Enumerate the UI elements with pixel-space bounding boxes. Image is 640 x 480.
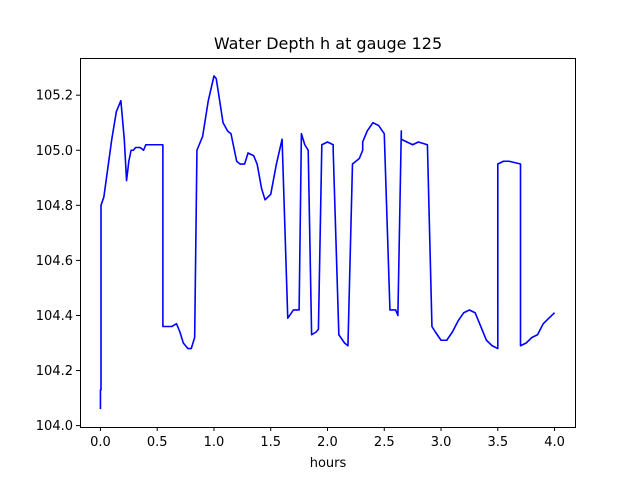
axes-frame: [80, 58, 576, 428]
series-line: [99, 75, 556, 410]
y-tick-label: 104.4: [36, 309, 73, 324]
y-tick-label: 105.2: [36, 89, 73, 104]
x-axis-label: hours: [310, 456, 347, 471]
chart-title: Water Depth h at gauge 125: [214, 34, 442, 53]
x-tick-label: 0.5: [147, 435, 168, 450]
x-tick-label: 2.0: [317, 435, 338, 450]
x-tick-label: 4.0: [544, 435, 565, 450]
x-tick-label: 3.5: [487, 435, 508, 450]
x-tick-label: 1.0: [204, 435, 225, 450]
x-tick-label: 3.0: [431, 435, 452, 450]
x-tick-label: 2.5: [374, 435, 395, 450]
y-tick-label: 105.0: [36, 144, 73, 159]
x-tick-label: 1.5: [260, 435, 281, 450]
x-tick-label: 0.0: [90, 435, 111, 450]
y-tick-label: 104.0: [36, 419, 73, 434]
y-tick-label: 104.8: [36, 199, 73, 214]
y-tick-label: 104.6: [36, 254, 73, 269]
plot-area: [99, 75, 556, 410]
y-tick-label: 104.2: [36, 364, 73, 379]
axes-ticks: 0.0 0.5 1.0 1.5 2.0 2.5 3.0 3.5 4.0 104.0 104.2 104…: [36, 89, 565, 450]
